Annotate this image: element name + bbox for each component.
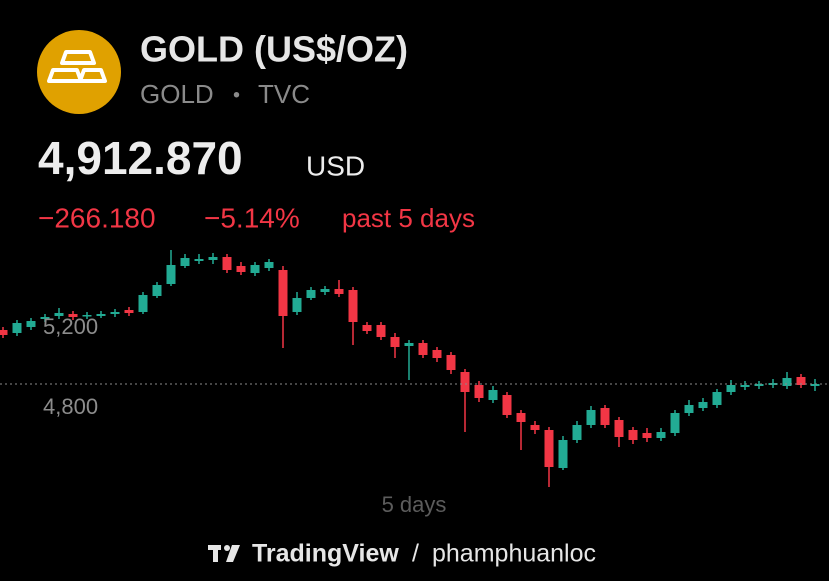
candle-body [404, 343, 414, 346]
candle-body [110, 312, 120, 314]
candle-body [362, 325, 372, 331]
candle-body [530, 425, 540, 430]
user: phamphuanloc [432, 540, 596, 568]
symbol: GOLD [140, 79, 214, 109]
candle-body [194, 259, 204, 261]
separator: • [233, 84, 240, 106]
candle-body [810, 384, 820, 386]
candle-body [698, 402, 708, 408]
candle-body [54, 313, 64, 316]
candle-body [12, 323, 22, 333]
candle-body [68, 314, 78, 317]
y-tick-label: 5,200 [43, 314, 98, 339]
candle-body [544, 430, 554, 467]
candle-body [250, 265, 260, 273]
candle-body [712, 392, 722, 405]
period: past 5 days [342, 203, 475, 233]
price: 4,912.870 [38, 132, 243, 184]
candle-body [460, 372, 470, 392]
candle-body [376, 325, 386, 337]
candle-body [418, 343, 428, 355]
candle-body [0, 330, 8, 335]
footer-separator: / [412, 540, 419, 568]
candle-body [152, 285, 162, 296]
candle-body [236, 266, 246, 272]
candle-body [180, 258, 190, 266]
candle-body [656, 432, 666, 438]
exchange: TVC [258, 79, 310, 109]
x-axis-label: 5 days [382, 492, 447, 517]
title: GOLD (US$/OZ) [140, 29, 408, 70]
candle-body [558, 440, 568, 468]
candle-body [348, 290, 358, 322]
candle-body [96, 314, 106, 316]
candle-body [684, 405, 694, 413]
change-pct: −5.14% [204, 202, 300, 233]
candle-body [628, 430, 638, 440]
candle-body [796, 377, 806, 385]
candle-body [306, 290, 316, 298]
candle-body [502, 395, 512, 415]
candle-body [334, 289, 344, 294]
candle-body [320, 289, 330, 292]
candle-body [82, 315, 92, 317]
candle-body [474, 385, 484, 398]
candle-body [264, 262, 274, 268]
candle-body [614, 420, 624, 437]
candle-body [292, 298, 302, 312]
candle-body [768, 383, 778, 385]
candle-body [208, 257, 218, 260]
candle-body [124, 310, 134, 313]
currency: USD [306, 150, 365, 181]
candle-body [572, 425, 582, 440]
candle-body [40, 317, 50, 319]
candle-body [446, 355, 456, 370]
plot [0, 250, 829, 487]
candle-body [516, 413, 526, 422]
candle-body [432, 350, 442, 358]
candle-body [740, 385, 750, 387]
candle-body [488, 390, 498, 400]
candle-body [138, 295, 148, 312]
candle-body [166, 265, 176, 284]
candle-body [586, 410, 596, 425]
candle-body [782, 378, 792, 386]
brand: TradingView [252, 540, 399, 568]
footer: TradingView / phamphuanloc [208, 540, 596, 568]
candle-body [754, 384, 764, 386]
y-tick-label: 4,800 [43, 394, 98, 419]
candle-body [278, 270, 288, 316]
candle-body [222, 257, 232, 270]
candle-body [600, 408, 610, 425]
logo [37, 30, 121, 114]
change: −266.180 [38, 202, 156, 233]
candle-body [642, 433, 652, 438]
candle-body [390, 337, 400, 347]
candle-body [670, 413, 680, 433]
candle-body [26, 321, 36, 327]
candle-body [726, 385, 736, 392]
